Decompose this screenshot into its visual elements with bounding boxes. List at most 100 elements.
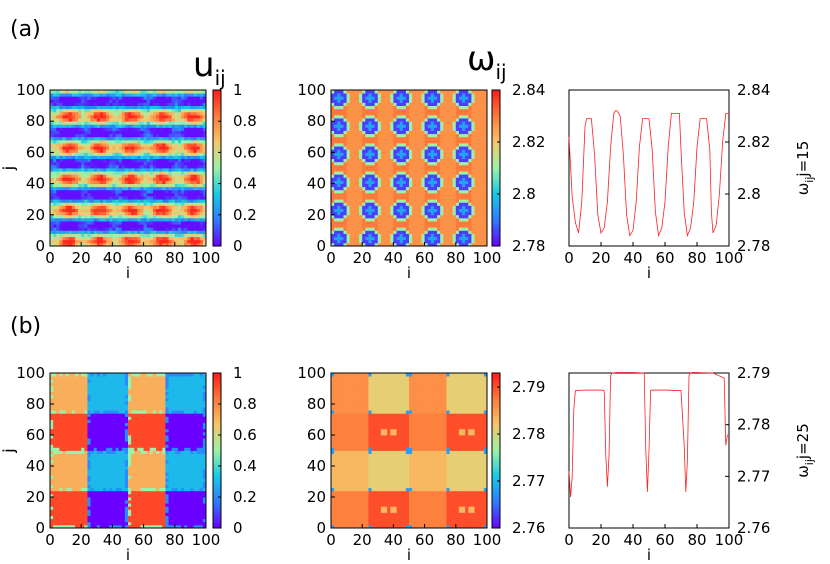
a-u-cell [131,233,135,238]
a-omega-cell [340,221,344,225]
a-omega-cell [352,161,357,166]
a-omega-cell [437,158,441,163]
a-omega-cell [337,155,341,160]
a-u-cell [202,149,207,153]
a-u-cell [50,111,54,116]
a-u-cell [118,192,123,197]
a-omega-cell [465,139,469,144]
a-omega-cell [468,177,472,181]
a-u-cell [65,158,70,163]
a-u-cell [181,108,185,113]
a-u-cell [202,233,207,238]
a-u-cell [65,149,70,153]
a-omega-cell [368,130,372,135]
a-u-cell [196,161,201,166]
a-omega-cell [424,133,429,138]
a-u-cell [118,183,123,188]
a-omega-cell [446,146,450,150]
a-u-cell [149,196,154,200]
a-omega-cell [405,196,410,200]
a-u-cell [118,202,123,206]
a-u-cell [187,133,191,138]
a-u-cell [193,242,198,247]
a-u-cell [193,168,198,172]
a-u-cell [99,174,104,178]
a-omega-cell [377,114,382,119]
a-u-cell [53,177,57,181]
a-omega-cell [462,177,466,181]
a-u-cell [159,149,163,153]
a-u-cell [99,189,104,194]
a-u-cell [128,114,132,119]
a-u-cell [159,111,163,116]
a-u-cell [187,233,191,238]
a-omega-cell [399,205,404,209]
a-omega-cell [384,199,388,203]
a-omega-cell [368,233,372,238]
a-omega-cell [337,143,341,147]
a-u-cell [190,93,194,97]
a-u-cell [193,149,198,153]
a-u-cell [87,177,91,181]
a-omega-cell [449,127,454,131]
a-omega-cell [380,236,385,241]
a-u-cell [187,236,191,241]
a-omega-cell [446,139,450,144]
a-omega-cell [355,221,360,225]
a-omega-cell [471,127,475,131]
a-u-cell [149,124,154,128]
a-u-cell [62,236,66,241]
a-omega-cell [455,208,460,213]
a-u-cell [137,90,141,94]
a-u-cell [71,168,76,172]
a-omega-cell [396,133,401,138]
a-omega-cell [412,108,416,113]
a-u-cell [193,99,198,103]
a-omega-cell [402,164,407,169]
a-omega-cell [437,164,441,169]
a-u-cell [74,171,79,175]
a-u-cell [149,221,154,225]
a-u-cell [149,233,154,238]
a-omega-cell [455,146,460,150]
a-u-cell [62,127,66,131]
a-u-cell [93,114,98,119]
a-omega-cell [468,224,472,228]
a-omega-cell [346,114,351,119]
a-u-cell [190,143,194,147]
a-u-cell [143,196,148,200]
a-u-cell [140,183,144,188]
a-u-cell [115,161,120,166]
a-omega-cell [465,233,469,238]
a-u-cell [74,118,79,122]
a-u-cell [134,177,138,181]
a-u-cell [187,239,191,244]
a-u-cell [162,205,166,209]
a-omega-cell [446,233,450,238]
a-omega-cell [471,118,475,122]
a-u-cell [131,136,135,141]
a-omega-cell [365,186,369,191]
a-u-cell [159,174,163,178]
a-u-cell [131,108,135,113]
a-omega-cell [387,236,391,241]
a-u-cell [168,205,173,209]
a-omega-cell [480,227,485,231]
a-omega-cell [440,146,444,150]
a-u-cell [118,211,123,216]
a-u-cell [56,196,60,200]
a-u-cell [199,217,204,222]
a-omega-cell [365,114,369,119]
a-u-cell [171,130,176,135]
a-u-cell [162,161,166,166]
a-omega-cell [337,161,341,166]
a-omega-cell [430,155,435,160]
a-u-cell [193,143,198,147]
header-omega-main: ω [467,39,495,79]
a-omega-cell [384,217,388,222]
a-omega-cell [377,171,382,175]
a-omega-cell [399,227,404,231]
a-omega-cell [409,118,413,122]
a-u-cell [162,221,166,225]
a-omega-cell [471,158,475,163]
